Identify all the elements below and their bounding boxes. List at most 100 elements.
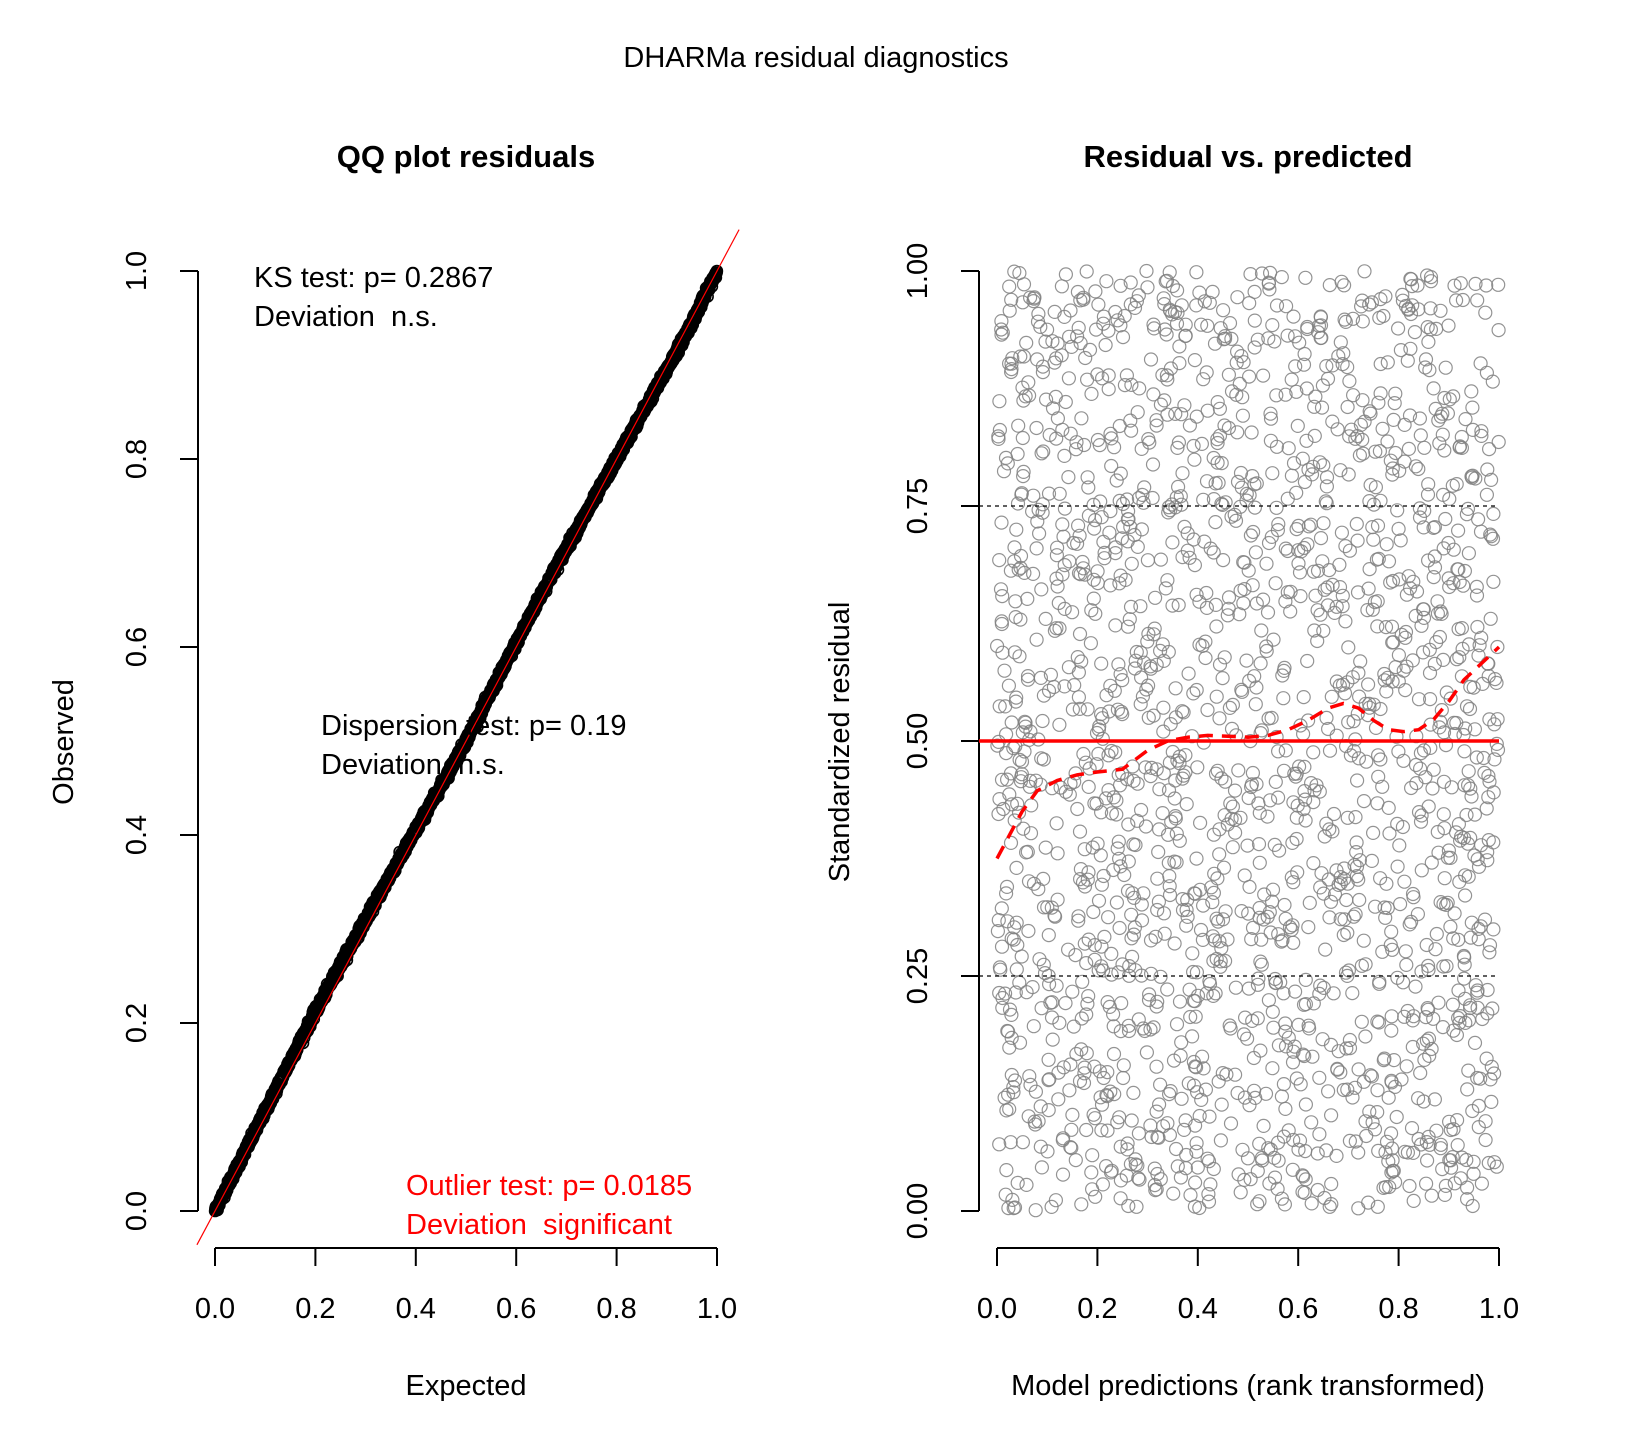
- rv-point: [1395, 293, 1411, 308]
- rv-point: [1113, 466, 1128, 481]
- rv-point: [1430, 594, 1445, 609]
- ks-test-text: KS test: p= 0.2867: [254, 262, 493, 294]
- rv-point: [1375, 779, 1390, 794]
- rv-point: [1419, 1153, 1435, 1168]
- rv-point: [1169, 826, 1184, 841]
- rv-point: [1489, 675, 1504, 691]
- rv-point: [1450, 523, 1466, 538]
- rv-point: [1408, 757, 1424, 773]
- rv-point: [1457, 888, 1473, 903]
- rv-point: [1149, 1059, 1164, 1074]
- rv-point: [1470, 619, 1485, 635]
- rv-point: [1150, 902, 1165, 918]
- rv-point: [1061, 371, 1077, 386]
- rv-point: [1227, 825, 1243, 840]
- rv-point: [1432, 629, 1448, 645]
- rv-point: [1265, 318, 1280, 333]
- rv-point: [1335, 357, 1350, 372]
- rv-point: [1031, 1114, 1046, 1129]
- rv-point: [1061, 660, 1077, 675]
- rv-point: [1452, 833, 1468, 848]
- rv-point: [1457, 563, 1473, 579]
- rv-point: [1045, 1032, 1060, 1047]
- rv-point: [1461, 764, 1476, 779]
- rv-point: [1009, 690, 1024, 705]
- rv-point: [1146, 708, 1161, 723]
- rv-point: [1427, 560, 1443, 575]
- rv-point: [1435, 406, 1450, 421]
- rv-point: [989, 638, 1005, 654]
- rv-point: [1388, 659, 1403, 675]
- rv-point: [1445, 1149, 1460, 1165]
- rv-point: [1365, 825, 1381, 841]
- rv-point: [1433, 303, 1448, 318]
- rv-point: [1002, 303, 1017, 318]
- rv-point: [1086, 1107, 1101, 1122]
- rv-point: [1146, 627, 1161, 642]
- rv-point: [1393, 533, 1408, 548]
- rv-point: [1017, 565, 1032, 581]
- rv-point: [1296, 689, 1311, 705]
- rv-point: [1462, 1000, 1478, 1016]
- rv-point: [1101, 748, 1116, 763]
- rv-point: [1420, 958, 1436, 974]
- rv-point: [1071, 909, 1086, 924]
- rv-point: [1051, 595, 1066, 611]
- rv-point: [1179, 796, 1194, 812]
- rv-point: [1155, 1119, 1171, 1134]
- rv-point: [1465, 400, 1480, 415]
- rv-point: [1101, 704, 1117, 719]
- rv-point: [1036, 688, 1052, 703]
- rv-point: [1419, 937, 1434, 953]
- rv-point: [1208, 766, 1224, 781]
- rv-point: [1079, 1007, 1094, 1022]
- rv-point: [1247, 500, 1263, 515]
- rv-point: [1340, 675, 1355, 690]
- rv-point: [1129, 1199, 1144, 1214]
- rv-point: [1049, 548, 1065, 563]
- rv-point: [1386, 1052, 1402, 1068]
- residual-vs-predicted-panel: Residual vs. predicted Model predictions…: [824, 139, 1519, 1402]
- rv-point: [1276, 1076, 1292, 1092]
- rv-point: [1172, 339, 1187, 354]
- rv-point: [1174, 1091, 1189, 1106]
- rv-point: [1370, 1083, 1385, 1098]
- rv-point: [1338, 614, 1353, 629]
- rv-point: [1385, 1163, 1400, 1179]
- rv-point: [1482, 945, 1497, 960]
- rv-point: [1015, 295, 1030, 310]
- rv-point: [1221, 367, 1237, 382]
- rv-point: [1481, 442, 1497, 457]
- rv-point: [1481, 790, 1496, 805]
- rv-point: [1015, 380, 1030, 395]
- rv-point: [1458, 412, 1473, 427]
- rv-point: [1200, 702, 1215, 718]
- rv-point: [1459, 699, 1475, 714]
- rv-point: [1446, 542, 1461, 557]
- rv-point: [994, 616, 1010, 632]
- rv-point: [1170, 305, 1185, 320]
- rv-point: [1414, 808, 1429, 823]
- rv-point: [1281, 441, 1296, 456]
- rv-point: [1330, 1062, 1345, 1077]
- rv-point: [1143, 768, 1158, 784]
- rv-point: [1454, 1150, 1470, 1165]
- rv-point: [996, 464, 1012, 479]
- rv-point: [1062, 1083, 1077, 1098]
- rv-point: [1449, 1027, 1465, 1043]
- rv-point: [1168, 681, 1183, 696]
- rv-point: [1322, 278, 1337, 293]
- rv-point: [1353, 299, 1369, 314]
- rv-point: [1144, 1129, 1159, 1145]
- rv-point: [1312, 1127, 1327, 1142]
- rv-point: [1298, 1097, 1314, 1112]
- rv-point: [1186, 438, 1201, 454]
- rv-point: [1003, 835, 1019, 851]
- rv-point: [1430, 824, 1445, 840]
- rv-point: [1427, 656, 1442, 672]
- rv-point: [1316, 458, 1331, 473]
- rv-point: [1221, 590, 1237, 605]
- rv-point: [995, 1000, 1010, 1015]
- rv-point: [1313, 530, 1329, 546]
- rv-point: [1490, 742, 1506, 758]
